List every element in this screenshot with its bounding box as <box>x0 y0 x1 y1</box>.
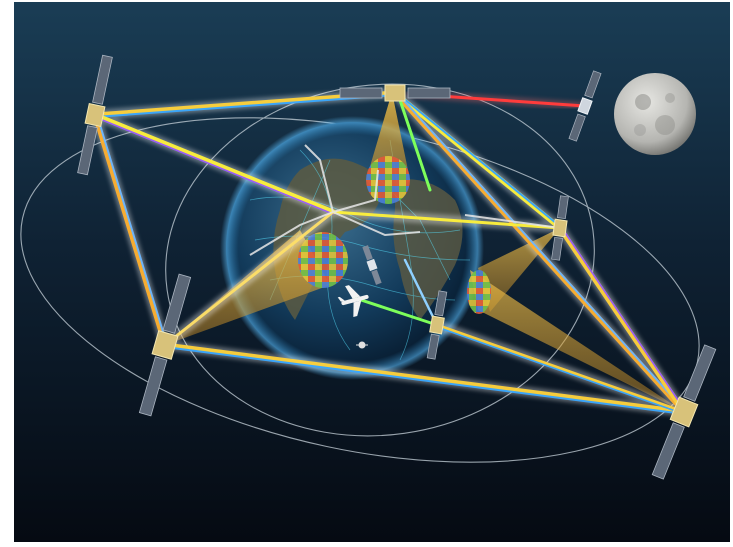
satellite-icon <box>568 70 602 142</box>
optical-links <box>90 88 689 417</box>
earth-icon <box>220 116 484 380</box>
satellite-icon <box>339 84 451 102</box>
coverage-spot <box>298 232 348 288</box>
satellite-icon <box>77 54 113 176</box>
airplane-icon <box>337 285 369 318</box>
satellite-icon <box>426 290 448 360</box>
satellite-icon <box>651 344 717 480</box>
coverage-spot <box>366 156 410 204</box>
moon-icon <box>614 73 696 155</box>
relay-drones <box>249 144 561 256</box>
satellite-icon <box>362 245 382 285</box>
satellite-icon <box>138 273 192 417</box>
satellite-icon <box>551 195 569 261</box>
green-laser-link <box>398 98 432 192</box>
coverage-spot <box>467 270 491 314</box>
probe-icon <box>356 341 368 349</box>
